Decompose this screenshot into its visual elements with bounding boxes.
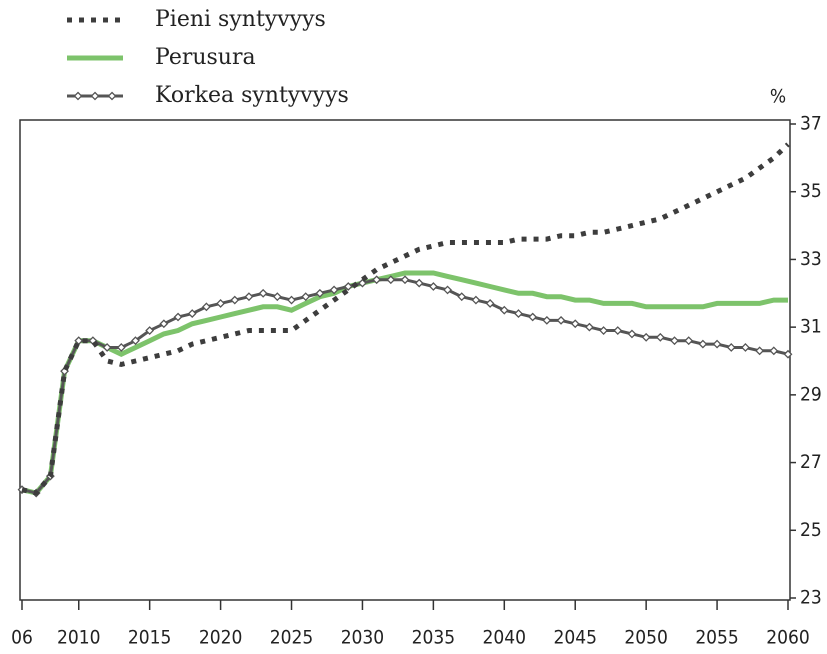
series-marker [712, 339, 722, 349]
legend-label: Korkea syntyvyys [155, 83, 349, 108]
series-marker [301, 292, 311, 302]
series-marker [741, 343, 750, 352]
series-marker [258, 288, 268, 298]
series-marker [514, 309, 523, 319]
y-tick-label: 25 [800, 519, 822, 541]
series-marker [783, 349, 793, 359]
x-tick-label: 2010 [57, 627, 101, 649]
series-marker [372, 275, 382, 285]
series-marker [173, 312, 183, 322]
x-tick-label: 06 [11, 627, 33, 649]
legend-marker [90, 91, 100, 101]
series-marker [159, 319, 169, 329]
y-tick-label: 23 [800, 587, 822, 609]
series-marker [272, 292, 282, 302]
y-tick-label: 37 [800, 113, 822, 135]
y-tick-label: 27 [800, 451, 822, 473]
legend-label: Pieni syntyvyys [155, 7, 326, 32]
plot-frame [19, 119, 791, 601]
series-marker [329, 285, 339, 295]
series-marker [726, 343, 736, 352]
series-line [21, 278, 789, 495]
series-marker [627, 329, 637, 339]
series-marker [584, 322, 594, 332]
series-marker [684, 336, 694, 346]
y-tick-label: 29 [800, 383, 822, 405]
series-marker [613, 326, 623, 335]
y-axis-label: % [770, 86, 786, 108]
series-marker [471, 295, 481, 305]
series-marker [655, 332, 665, 342]
series-marker [670, 336, 679, 346]
legend-marker [73, 91, 83, 101]
x-tick-label: 2055 [695, 627, 739, 649]
series-marker [542, 315, 552, 325]
series-marker [131, 336, 140, 346]
series-marker [187, 309, 197, 319]
series-marker [443, 285, 452, 295]
x-tick-label: 2025 [270, 627, 314, 649]
x-tick-label: 2040 [483, 627, 527, 649]
series-marker [400, 275, 410, 285]
series-marker [570, 319, 580, 329]
series-marker [499, 305, 509, 315]
legend-marker [107, 91, 117, 101]
x-tick-label: 2020 [199, 627, 243, 649]
x-tick-label: 2035 [412, 627, 456, 649]
x-tick-label: 2030 [341, 627, 385, 649]
series-marker [386, 275, 396, 285]
y-tick-label: 35 [800, 180, 822, 202]
series-marker [343, 282, 353, 291]
legend-label: Perusura [155, 45, 256, 70]
series-line [21, 142, 790, 496]
series-marker [145, 326, 155, 335]
series-marker [244, 292, 254, 302]
series-marker [216, 299, 226, 308]
series-marker [230, 295, 240, 305]
series-marker [315, 288, 325, 298]
series-marker [698, 339, 708, 349]
series-marker [201, 302, 211, 312]
x-tick-label: 2050 [624, 627, 668, 649]
series-marker [599, 326, 609, 335]
series-marker [428, 282, 438, 291]
series-marker [414, 278, 424, 288]
series-marker [102, 343, 112, 352]
series-marker [528, 312, 538, 322]
series-marker [755, 346, 765, 356]
series-marker [457, 292, 467, 302]
x-tick-label: 2060 [766, 627, 810, 649]
series-marker [485, 299, 495, 308]
series-marker [116, 343, 126, 352]
y-tick-label: 31 [800, 316, 822, 338]
x-tick-label: 2015 [128, 627, 172, 649]
series-marker [641, 332, 651, 342]
series-line [21, 270, 788, 496]
series-marker [769, 346, 779, 356]
series-marker [556, 315, 566, 325]
y-tick-label: 33 [800, 248, 822, 270]
series-marker [287, 295, 296, 305]
x-tick-label: 2045 [553, 627, 597, 649]
